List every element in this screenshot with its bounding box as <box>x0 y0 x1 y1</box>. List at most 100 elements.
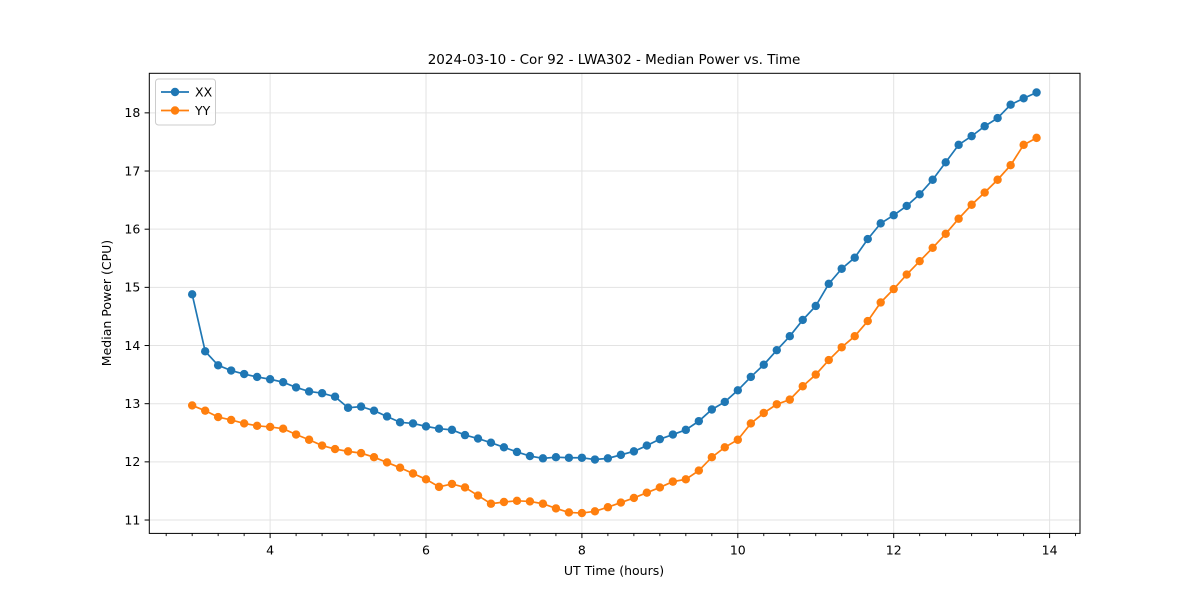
series-yy-marker <box>733 435 743 444</box>
series-xx-marker <box>603 454 613 463</box>
series-xx-marker <box>343 403 353 412</box>
series-yy-marker <box>720 443 729 452</box>
legend-label-yy: YY <box>194 103 211 118</box>
series-yy-marker <box>564 508 574 517</box>
series-yy-marker <box>876 298 885 307</box>
series-yy-marker <box>785 395 794 404</box>
series-xx-marker <box>668 430 678 439</box>
series-yy-marker <box>499 497 509 507</box>
y-tick-label: 16 <box>124 221 140 236</box>
series-xx-marker <box>850 253 859 262</box>
x-tick-label: 14 <box>1042 542 1058 557</box>
series-yy-marker <box>993 175 1002 184</box>
series-yy-marker <box>265 422 275 432</box>
series-xx-marker <box>317 389 327 398</box>
series-yy-marker <box>759 408 768 418</box>
series-xx-marker <box>434 424 444 433</box>
series-xx-marker <box>304 387 314 396</box>
series-yy-marker <box>252 421 262 430</box>
series-xx-marker <box>252 372 262 382</box>
series-yy-marker <box>447 479 457 489</box>
series-xx-marker <box>538 454 548 463</box>
series-xx-marker <box>1032 88 1041 97</box>
legend: XX YY <box>155 78 216 126</box>
series-yy-marker <box>980 188 989 197</box>
series-xx-marker <box>1019 94 1028 103</box>
series-yy-marker <box>434 482 444 492</box>
y-tick-label: 14 <box>124 338 140 353</box>
series-xx-marker <box>681 425 691 435</box>
legend-box <box>155 78 216 126</box>
series-yy-marker <box>577 508 587 518</box>
y-axis-label: Median Power (CPU) <box>99 240 114 366</box>
series-yy-marker <box>928 243 937 252</box>
series-yy-marker <box>824 355 833 365</box>
series-xx-marker <box>928 175 937 184</box>
series-xx-marker <box>720 397 729 407</box>
series-yy-marker <box>213 412 223 422</box>
series-yy-marker <box>902 270 911 279</box>
x-axis-label: UT Time (hours) <box>564 563 664 578</box>
series-yy-marker <box>421 475 431 484</box>
series-xx-marker <box>265 375 275 384</box>
series-xx-marker <box>642 441 652 450</box>
series-yy-marker <box>330 444 340 454</box>
series-xx-marker <box>837 264 846 273</box>
series-xx-marker <box>707 405 717 414</box>
series-yy-marker <box>668 477 678 486</box>
series-xx-marker <box>811 301 820 311</box>
series-yy-marker <box>772 400 781 409</box>
series-xx-marker <box>356 402 366 411</box>
series-xx-marker <box>278 377 288 387</box>
series-yy-marker <box>967 200 976 209</box>
series-xx-marker <box>824 279 833 289</box>
series-xx-marker <box>499 443 509 452</box>
series-layer <box>187 88 1041 518</box>
series-xx-marker <box>382 412 392 421</box>
series-xx-marker <box>330 392 340 401</box>
series-xx-marker <box>694 416 704 426</box>
series-yy-marker <box>837 343 846 352</box>
series-yy-marker <box>525 497 535 506</box>
x-tick-label: 6 <box>422 542 430 557</box>
series-yy-marker <box>356 448 366 458</box>
series-xx-marker <box>525 451 535 461</box>
legend-label-xx: XX <box>195 85 213 100</box>
series-xx-marker <box>291 383 301 392</box>
y-tick-label: 15 <box>124 280 140 295</box>
tick-label-layer: 4 6 8 10 12 14 11 12 13 14 15 16 17 18 <box>124 105 1057 557</box>
series-xx-marker <box>915 190 924 199</box>
series-yy-marker <box>811 370 820 379</box>
y-tick-label: 13 <box>124 396 140 411</box>
series-yy-marker <box>538 499 548 508</box>
series-yy-marker <box>941 229 950 239</box>
series-yy-marker <box>642 488 652 497</box>
series-yy-marker <box>551 504 561 513</box>
series-yy-marker <box>317 441 327 450</box>
series-yy-marker <box>395 463 405 472</box>
series-xx-marker <box>577 453 587 462</box>
series-xx-marker <box>954 140 963 150</box>
series-xx-marker <box>876 219 885 228</box>
series-xx-marker <box>1006 100 1015 109</box>
series-yy-marker <box>408 469 418 478</box>
series-yy-marker <box>369 453 379 462</box>
series-yy-marker <box>304 435 314 444</box>
x-tick-label: 12 <box>886 542 902 557</box>
y-tick-label: 18 <box>124 105 140 120</box>
x-tick-label: 8 <box>578 542 586 557</box>
series-yy-marker <box>798 382 807 391</box>
series-yy-marker <box>707 453 717 462</box>
series-yy-marker <box>291 430 301 439</box>
series-xx-marker <box>733 386 743 395</box>
series-xx-marker <box>993 113 1002 123</box>
series-yy-marker <box>187 401 197 410</box>
series-xx-marker <box>655 434 665 444</box>
legend-entry-yy: YY <box>161 103 211 118</box>
series-xx-marker <box>785 332 794 341</box>
series-xx-marker <box>460 430 470 440</box>
series-yy-marker <box>382 458 392 467</box>
series-xx-marker <box>863 234 872 244</box>
